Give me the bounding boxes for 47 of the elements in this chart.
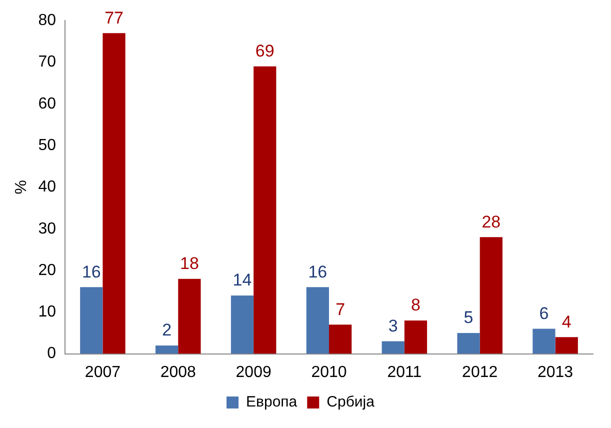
bar bbox=[178, 278, 201, 354]
bar bbox=[404, 320, 428, 354]
y-axis-title: % bbox=[13, 180, 30, 194]
bar bbox=[80, 287, 103, 354]
data-label: 5 bbox=[464, 308, 474, 328]
x-tick-label: 2009 bbox=[236, 364, 272, 381]
data-label: 7 bbox=[336, 300, 346, 319]
bar bbox=[230, 295, 254, 354]
data-label: 77 bbox=[104, 8, 124, 28]
bar bbox=[254, 66, 276, 354]
x-tick-label: 2007 bbox=[84, 364, 121, 381]
bar bbox=[480, 237, 502, 354]
y-tick-label: 10 bbox=[38, 304, 56, 321]
bar bbox=[329, 324, 352, 354]
bar bbox=[156, 345, 178, 354]
x-tick-label: 2010 bbox=[311, 364, 347, 381]
data-label: 28 bbox=[482, 212, 501, 232]
legend-label: Европа bbox=[246, 394, 298, 411]
y-tick-label: 20 bbox=[38, 262, 56, 279]
bar bbox=[382, 341, 404, 354]
legend-label: Србија bbox=[326, 394, 376, 411]
data-label: 69 bbox=[255, 42, 274, 61]
y-tick-label: 50 bbox=[38, 136, 56, 154]
data-label: 16 bbox=[82, 262, 101, 282]
data-label: 8 bbox=[411, 296, 420, 315]
data-label: 6 bbox=[539, 304, 549, 323]
y-tick-label: 60 bbox=[38, 95, 56, 112]
x-tick-label: 2011 bbox=[387, 364, 422, 381]
y-tick-label: 0 bbox=[47, 345, 56, 362]
y-tick-label: 40 bbox=[38, 178, 56, 196]
data-label: 4 bbox=[562, 312, 572, 332]
bar bbox=[102, 33, 126, 354]
bar bbox=[555, 337, 578, 354]
bar bbox=[457, 332, 480, 354]
data-label: 18 bbox=[180, 254, 199, 274]
x-tick-label: 2008 bbox=[160, 364, 196, 381]
y-tick-label: 70 bbox=[38, 54, 56, 71]
x-tick-label: 2013 bbox=[537, 364, 574, 381]
bar bbox=[306, 287, 329, 354]
x-tick-label: 2012 bbox=[462, 364, 498, 381]
data-label: 16 bbox=[308, 262, 328, 282]
y-tick-label: 80 bbox=[38, 12, 56, 30]
data-label: 3 bbox=[388, 316, 398, 336]
data-label: 14 bbox=[232, 270, 252, 290]
data-label: 2 bbox=[162, 320, 172, 340]
bar bbox=[532, 328, 556, 354]
y-tick-label: 30 bbox=[38, 220, 56, 238]
